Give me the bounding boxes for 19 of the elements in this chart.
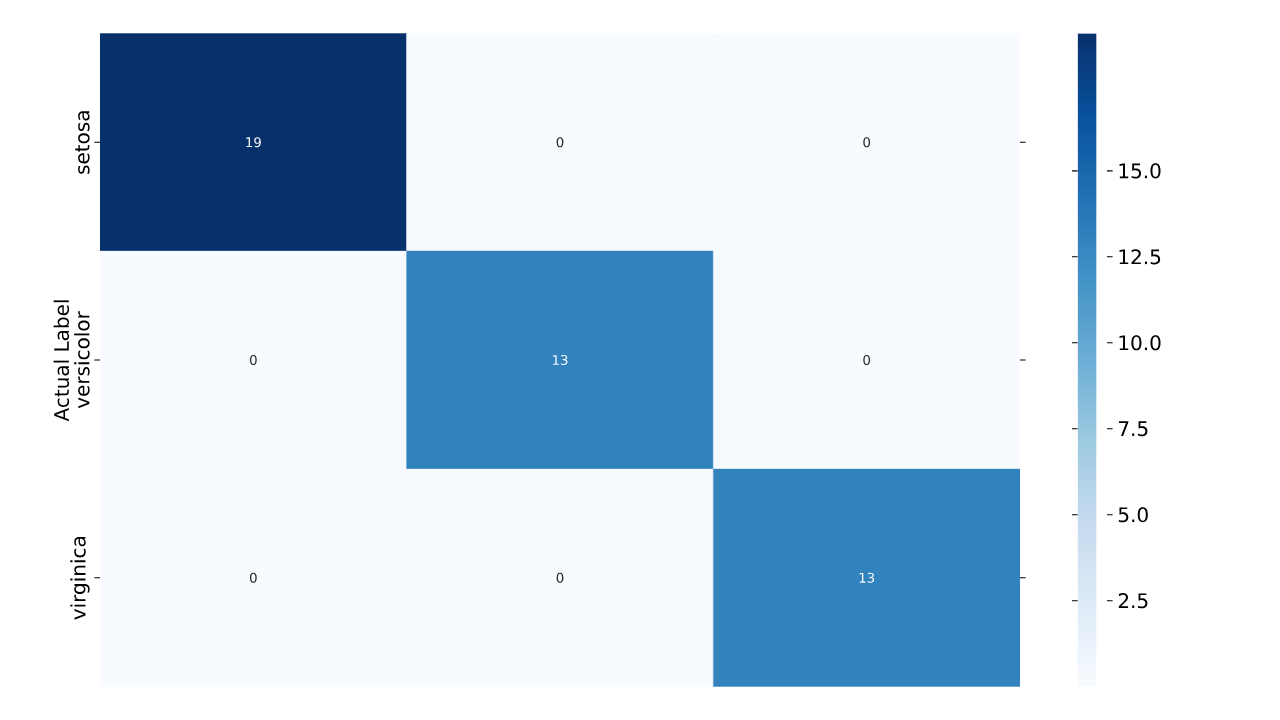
data-label: 0 [556,572,564,583]
color-bar-label: 2.5 [1118,593,1148,609]
data-label: 0 [556,137,564,148]
color-bar-label: 10.0 [1119,335,1161,351]
y-tick-label: versicolor [74,311,90,409]
data-label: 13 [859,572,875,583]
y-axis-title: Actual Label [53,300,70,422]
color-bar-label: 15.0 [1119,163,1161,179]
color-bar-label: 5.0 [1118,507,1148,523]
color-bar-label: 7.5 [1118,421,1148,437]
data-label: 19 [246,137,261,148]
data-label: 0 [249,572,257,583]
data-label: 0 [863,354,871,366]
data-label: 13 [552,354,568,366]
data-label: 0 [249,354,257,366]
data-label: 0 [863,137,871,148]
color-bar-label: 12.5 [1119,249,1161,265]
y-tick-label: setosa [75,111,90,174]
y-tick-label: virginica [70,537,90,620]
